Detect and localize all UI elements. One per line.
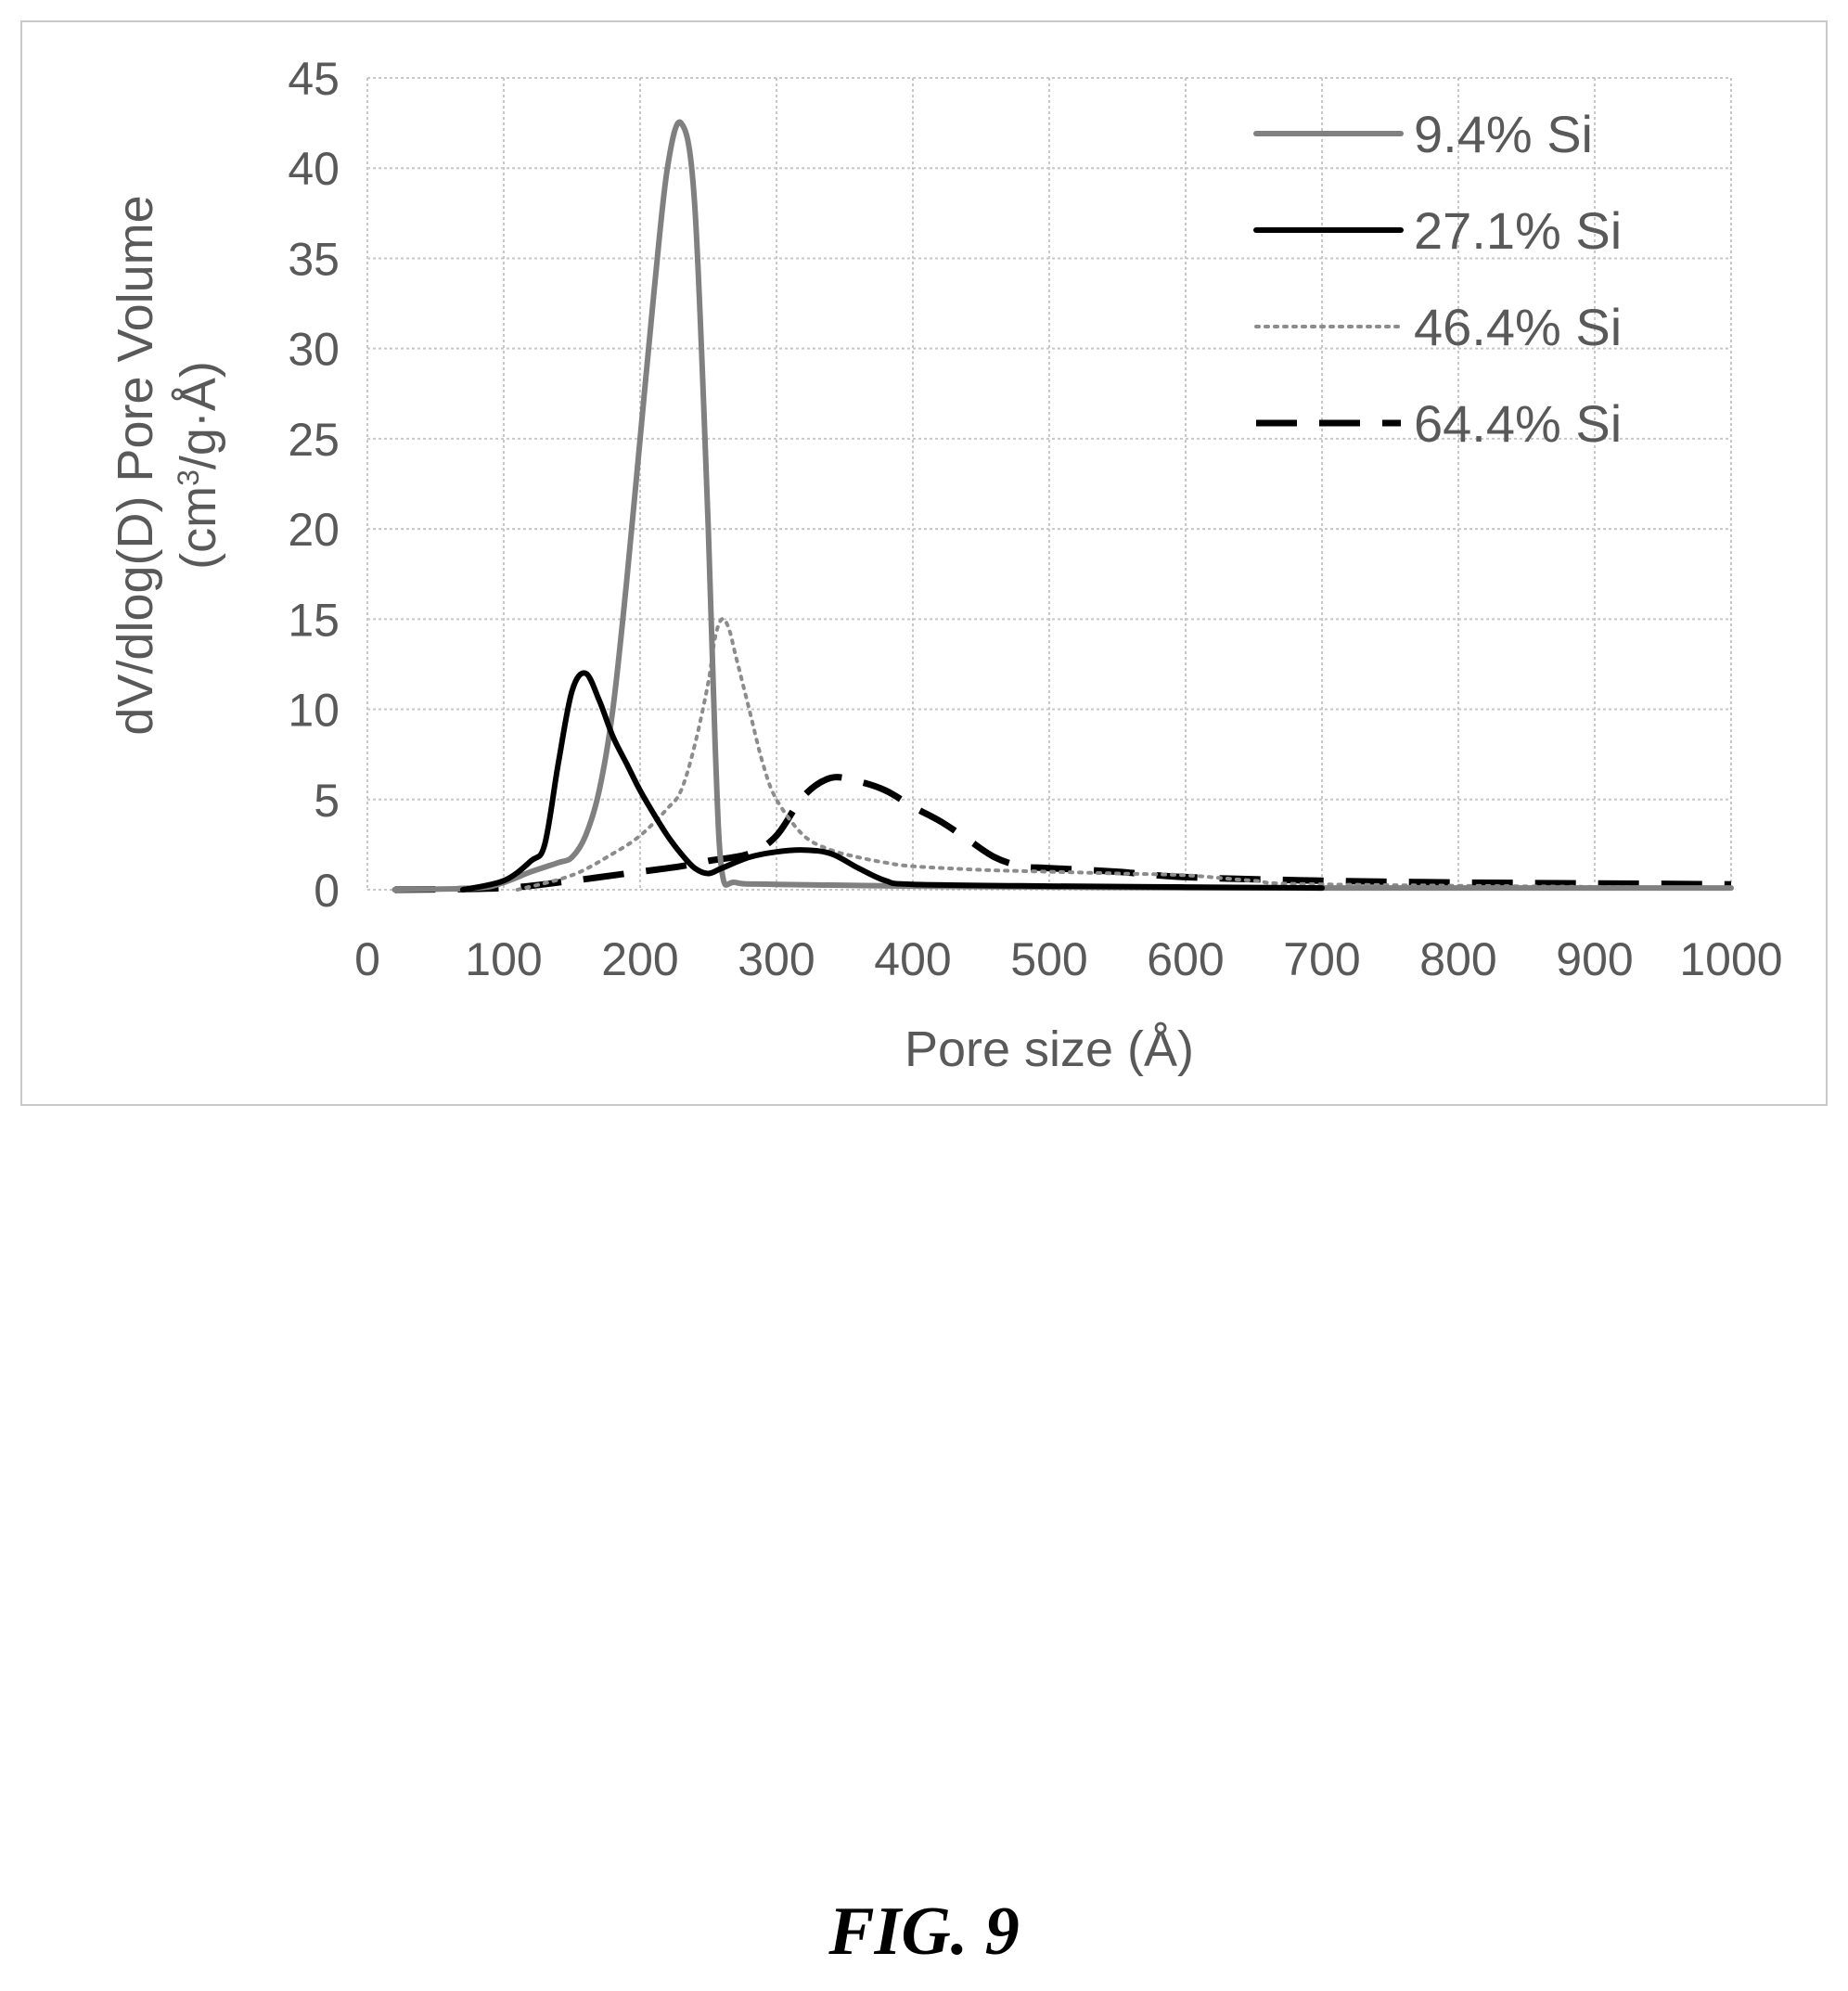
y-tick-label: 15 [288,594,340,646]
x-tick-label: 700 [1283,933,1360,985]
series-line [394,774,1732,893]
x-tick-label: 900 [1556,933,1633,985]
y-tick-label: 40 [288,143,340,195]
y-tick-label: 25 [288,414,340,466]
y-axis-unit-pre: (cm [171,486,226,570]
y-axis-title-line2: (cm3/g·Å) [171,361,226,570]
gridlines [366,77,1732,891]
y-axis-unit-sup: 3 [172,469,205,486]
legend: 9.4% Si 27.1% Si 46.4% Si 64.4% Si [1253,105,1622,453]
x-tick-label: 300 [738,933,815,985]
chart-frame: 0 100 200 300 400 500 600 700 800 900 1000 0 5 10 15 20… [20,20,1828,1106]
legend-label: 9.4% Si [1414,105,1593,163]
y-tick-label: 45 [288,53,340,105]
series-line [459,670,1325,893]
y-tick-label: 20 [288,504,340,556]
series-line [515,617,1733,892]
line-chart: 0 100 200 300 400 500 600 700 800 900 1000 0 5 10 15 20… [108,53,1783,1077]
x-axis-title: Pore size (Å) [905,1021,1194,1077]
x-tick-label: 800 [1419,933,1496,985]
y-axis-title-line1: dV/dlog(D) Pore Volume [108,195,163,735]
figure-caption: FIG. 9 [828,1894,1020,1970]
y-axis-title: dV/dlog(D) Pore Volume (cm3/g·Å) [108,195,226,735]
legend-label: 64.4% Si [1414,394,1622,453]
legend-label: 27.1% Si [1414,201,1622,260]
tick-labels: 0 100 200 300 400 500 600 700 800 900 1000 0 5 10 15 20… [288,53,1782,985]
y-tick-label: 5 [314,775,340,827]
y-tick-label: 0 [314,865,340,917]
y-tick-label: 30 [288,324,340,376]
legend-label: 46.4% Si [1414,298,1622,356]
x-tick-label: 500 [1010,933,1087,985]
series-lines [391,119,1734,893]
x-tick-label: 600 [1147,933,1224,985]
x-tick-label: 400 [874,933,951,985]
x-tick-label: 200 [601,933,678,985]
y-axis-unit-post: /g·Å) [171,361,226,469]
x-tick-label: 1000 [1679,933,1782,985]
y-tick-label: 35 [288,233,340,285]
x-tick-label: 100 [465,933,542,985]
y-tick-label: 10 [288,685,340,737]
x-tick-label: 0 [354,933,380,985]
